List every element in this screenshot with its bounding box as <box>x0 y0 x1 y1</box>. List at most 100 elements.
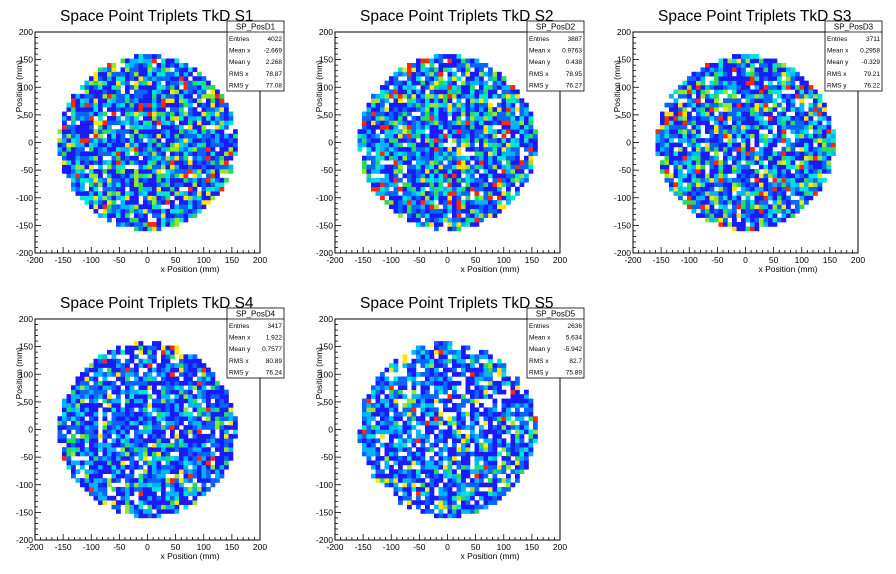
bin <box>687 204 692 210</box>
chart-title: Space Point Triplets TkD S5 <box>360 295 554 312</box>
bin <box>736 199 742 205</box>
bin <box>443 93 448 99</box>
bin <box>224 138 229 143</box>
bin <box>488 169 493 174</box>
bin <box>465 191 471 196</box>
bin <box>709 133 715 139</box>
bin <box>143 411 148 417</box>
bin <box>687 89 692 95</box>
bin <box>402 102 408 108</box>
bin <box>434 204 439 210</box>
bin <box>754 199 760 205</box>
bin <box>183 442 189 448</box>
bin <box>75 177 81 183</box>
bin <box>781 186 787 192</box>
bin <box>116 438 121 444</box>
bin <box>506 186 511 192</box>
bin <box>102 500 108 505</box>
bin <box>134 345 139 351</box>
bin <box>201 204 207 210</box>
bin <box>206 173 211 179</box>
bin <box>705 173 710 179</box>
bin <box>138 129 144 134</box>
bin <box>479 111 484 117</box>
bin <box>759 177 764 183</box>
bin <box>407 102 412 108</box>
bin <box>80 177 85 183</box>
bin <box>754 85 760 90</box>
bin <box>138 394 144 399</box>
bin <box>201 442 207 448</box>
bin <box>107 93 112 99</box>
bin <box>456 67 462 73</box>
bin <box>673 124 679 130</box>
bin <box>425 115 430 121</box>
bin <box>366 120 372 126</box>
bin <box>156 71 162 77</box>
bin <box>817 173 823 179</box>
bin <box>786 138 791 143</box>
bin <box>804 93 809 99</box>
bin <box>125 146 130 152</box>
bin <box>210 155 216 161</box>
bin <box>84 164 90 170</box>
bin <box>179 429 184 435</box>
bin <box>89 102 94 108</box>
axis-ticks <box>334 31 561 254</box>
bin <box>443 98 448 104</box>
bin <box>745 155 751 161</box>
bin <box>57 416 63 421</box>
bin <box>664 177 670 183</box>
bin <box>501 177 507 183</box>
bin <box>678 102 683 108</box>
bin <box>664 164 670 170</box>
bin <box>174 58 180 64</box>
bin <box>165 447 171 452</box>
bin <box>515 115 520 121</box>
bin <box>510 98 516 104</box>
bin <box>210 164 216 170</box>
bin <box>732 138 737 143</box>
bin <box>700 169 706 174</box>
bin <box>452 195 457 201</box>
bin <box>501 173 507 179</box>
bin <box>201 142 207 148</box>
bin <box>143 71 148 77</box>
bin <box>452 186 457 192</box>
bin <box>192 195 198 201</box>
bin <box>474 164 480 170</box>
bin <box>678 89 683 95</box>
bin <box>102 385 108 391</box>
bin <box>745 177 751 183</box>
bin <box>813 129 818 134</box>
bin <box>170 464 175 470</box>
bin <box>483 71 489 77</box>
bin <box>416 208 421 214</box>
bin <box>380 389 385 395</box>
bin <box>156 186 162 192</box>
bin <box>483 133 489 139</box>
bin <box>129 208 135 214</box>
bin <box>138 146 144 152</box>
bin <box>687 186 692 192</box>
bin <box>192 80 198 86</box>
bin <box>366 438 372 444</box>
bin <box>147 195 153 201</box>
bin <box>143 195 148 201</box>
bin <box>120 464 126 470</box>
bin <box>759 107 764 112</box>
bin <box>201 447 207 452</box>
bin <box>152 186 157 192</box>
bin <box>152 204 157 210</box>
bin <box>736 164 742 170</box>
bin <box>165 115 171 121</box>
bin <box>161 164 166 170</box>
bin <box>120 173 126 179</box>
bin <box>125 447 130 452</box>
bin <box>696 169 701 174</box>
bin <box>718 80 724 86</box>
bin <box>179 464 184 470</box>
bin <box>111 93 117 99</box>
bin <box>111 120 117 126</box>
bin <box>215 191 220 196</box>
